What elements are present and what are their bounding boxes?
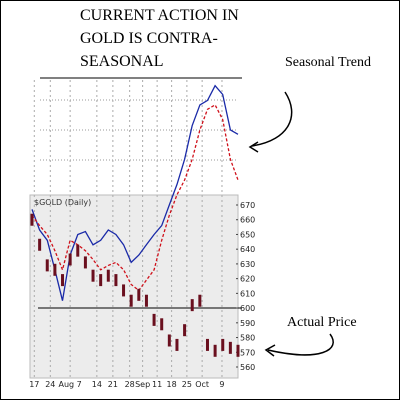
price-bar xyxy=(221,338,225,351)
x-tick-label: Oct xyxy=(195,380,209,389)
y-tick-label: 600 xyxy=(240,304,255,313)
arrow-head xyxy=(264,344,276,357)
x-tick-label: 17 xyxy=(29,380,39,389)
price-bar xyxy=(53,263,57,276)
x-tick-label: 9 xyxy=(219,380,224,389)
price-bar xyxy=(213,344,217,357)
y-tick-label: 590 xyxy=(240,319,255,328)
price-bar xyxy=(183,324,187,337)
x-tick-label: 28 xyxy=(125,380,135,389)
annotation: Seasonal Trend xyxy=(285,55,371,70)
title-line: GOLD IS CONTRA- xyxy=(80,30,218,47)
y-tick-label: 670 xyxy=(240,201,255,210)
price-bar xyxy=(106,269,110,282)
price-bar xyxy=(114,274,118,287)
title-line: SEASONAL xyxy=(80,53,164,70)
price-bar xyxy=(38,238,42,251)
y-tick-label: 610 xyxy=(240,289,255,298)
panel-label: $GOLD (Daily) xyxy=(34,198,91,207)
price-bar xyxy=(122,284,126,297)
price-bar xyxy=(152,313,156,326)
x-tick-label: Sep xyxy=(135,380,150,389)
y-tick-label: 650 xyxy=(240,230,255,239)
y-tick-label: 620 xyxy=(240,275,255,284)
seasonal-line xyxy=(31,84,239,301)
x-tick-label: 14 xyxy=(92,380,102,389)
y-tick-label: 630 xyxy=(240,260,255,269)
price-bar xyxy=(91,269,95,282)
price-bar xyxy=(144,294,148,307)
arrow xyxy=(267,333,334,356)
y-tick-label: 640 xyxy=(240,245,255,254)
y-tick-label: 570 xyxy=(240,348,255,357)
price-bar xyxy=(236,344,240,357)
price-bar xyxy=(45,259,49,272)
price-bar xyxy=(30,213,34,226)
price-bar xyxy=(167,334,171,347)
price-bar xyxy=(129,294,133,307)
arrow-head xyxy=(248,141,259,153)
price-bar xyxy=(76,244,80,257)
y-tick-label: 580 xyxy=(240,334,255,343)
annotation: Actual Price xyxy=(287,315,357,330)
y-tick-label: 660 xyxy=(240,216,255,225)
y-tick-label: 560 xyxy=(240,363,255,372)
price-bar xyxy=(83,256,87,269)
price-bar xyxy=(137,288,141,301)
price-bar xyxy=(228,341,232,354)
price-bar xyxy=(205,338,209,351)
title-line: CURRENT ACTION IN xyxy=(80,7,239,24)
x-tick-label: Aug 7 xyxy=(59,380,82,389)
price-bar xyxy=(198,294,202,307)
seasonal-line xyxy=(31,103,239,292)
price-bar xyxy=(99,274,103,287)
price-bar xyxy=(190,299,194,312)
arrow xyxy=(251,91,293,147)
price-bar xyxy=(61,274,65,287)
price-bar xyxy=(175,338,179,351)
x-tick-label: 18 xyxy=(167,380,177,389)
x-tick-label: 21 xyxy=(108,380,118,389)
plot: 670 660 650 640 630 620 610 600 590 580 570 560 17 24… xyxy=(29,80,255,389)
x-tick-label: 25 xyxy=(182,380,192,389)
x-tick-label: 11 xyxy=(152,380,162,389)
upper-grid xyxy=(40,99,238,161)
x-tick-label: 24 xyxy=(45,380,55,389)
price-bar xyxy=(68,253,72,266)
price-bar xyxy=(160,318,164,331)
